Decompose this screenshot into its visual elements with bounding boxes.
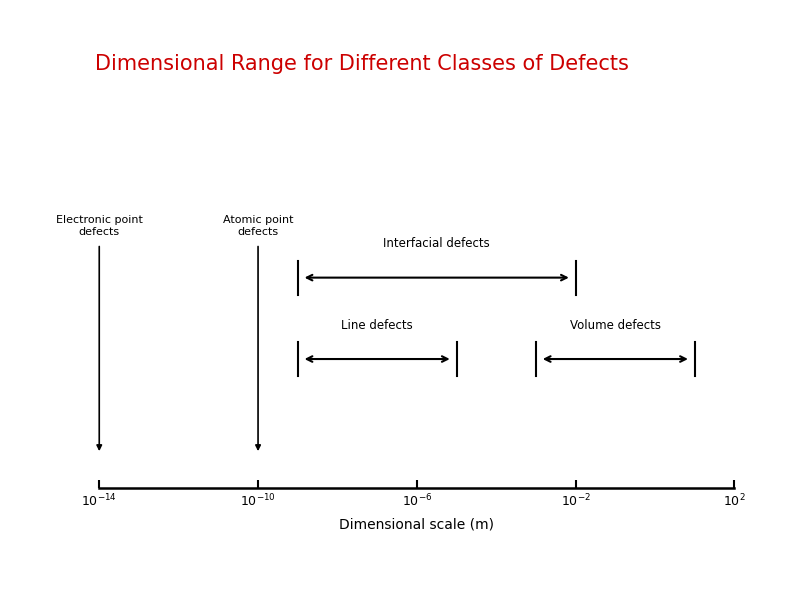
Text: Line defects: Line defects — [341, 319, 413, 332]
Text: Interfacial defects: Interfacial defects — [384, 237, 490, 250]
Text: Volume defects: Volume defects — [570, 319, 661, 332]
Text: Atomic point
defects: Atomic point defects — [223, 215, 293, 237]
X-axis label: Dimensional scale (m): Dimensional scale (m) — [339, 518, 495, 532]
Text: Dimensional Range for Different Classes of Defects: Dimensional Range for Different Classes … — [95, 54, 629, 74]
Text: Electronic point
defects: Electronic point defects — [56, 215, 143, 237]
